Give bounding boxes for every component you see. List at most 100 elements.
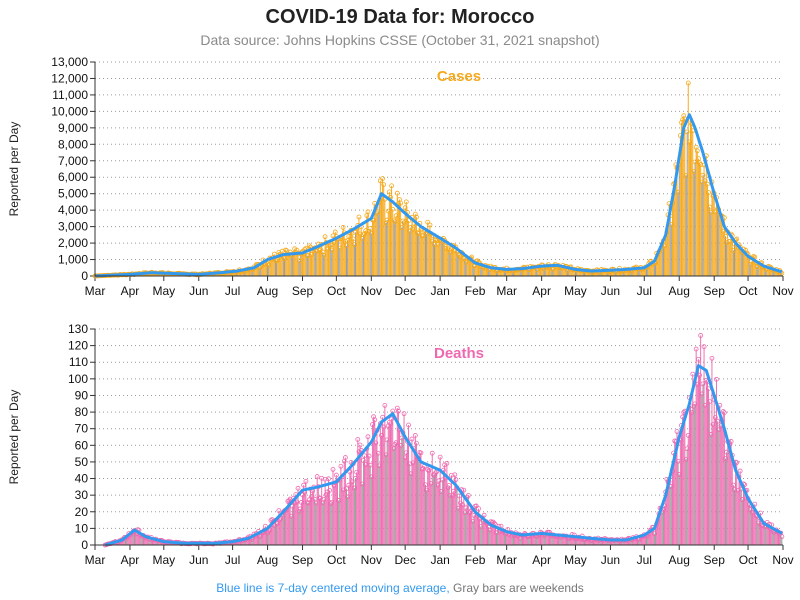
daily-point — [276, 508, 282, 513]
daily-point — [362, 231, 367, 236]
daily-bar — [759, 512, 761, 545]
daily-bar — [521, 535, 523, 545]
daily-bar — [631, 539, 633, 545]
daily-bar — [315, 250, 317, 276]
daily-point — [700, 172, 706, 178]
daily-bar — [501, 269, 503, 276]
daily-bar — [579, 537, 581, 545]
daily-bar — [490, 521, 492, 545]
daily-bar — [520, 270, 522, 276]
daily-point — [306, 243, 312, 249]
daily-bar — [532, 266, 534, 276]
daily-bar — [403, 413, 405, 545]
daily-bar — [395, 215, 397, 276]
daily-bar — [130, 534, 132, 545]
y-tick-label: 5,000 — [58, 187, 88, 201]
daily-bar — [699, 375, 701, 545]
chart-footer: Blue line is 7-day centered moving avera… — [216, 581, 584, 595]
daily-bar — [657, 520, 659, 545]
daily-bar — [331, 250, 333, 276]
daily-bar — [573, 535, 575, 545]
daily-point — [690, 371, 696, 377]
daily-point — [389, 183, 395, 189]
daily-bar — [396, 408, 398, 545]
daily-bar — [771, 268, 773, 276]
y-axis-label: Reported per Day — [7, 122, 21, 217]
daily-point — [363, 462, 369, 468]
daily-bar — [126, 537, 128, 545]
daily-bar — [412, 462, 414, 545]
daily-bar — [485, 268, 487, 276]
daily-bar — [705, 155, 707, 276]
daily-bar — [404, 457, 406, 545]
daily-point — [402, 455, 408, 461]
daily-bar — [512, 533, 514, 545]
daily-bar — [441, 479, 443, 545]
daily-bar — [122, 539, 124, 545]
daily-bar — [376, 430, 378, 545]
daily-bar — [497, 529, 499, 545]
daily-bar — [395, 442, 397, 545]
daily-bar — [541, 264, 543, 276]
daily-point — [336, 498, 342, 503]
daily-bar — [456, 487, 458, 545]
daily-point — [456, 493, 462, 499]
daily-bar — [376, 213, 378, 276]
daily-bar — [402, 220, 404, 276]
daily-bar — [775, 529, 777, 545]
daily-point — [266, 262, 272, 268]
daily-bar — [681, 122, 682, 276]
daily-bar — [688, 397, 690, 545]
daily-point — [739, 497, 745, 502]
daily-bar — [732, 250, 734, 276]
daily-bar — [152, 539, 154, 545]
daily-bar — [358, 451, 360, 545]
daily-bar — [538, 535, 540, 545]
daily-bar — [417, 232, 419, 276]
daily-bar — [500, 270, 502, 276]
daily-bar — [643, 268, 645, 276]
daily-point — [446, 483, 452, 488]
daily-bar — [493, 523, 495, 545]
daily-bar — [745, 490, 747, 545]
daily-bar — [665, 238, 667, 276]
daily-bar — [710, 434, 712, 545]
daily-point — [337, 245, 343, 251]
daily-bar — [318, 498, 320, 545]
daily-point — [685, 80, 691, 86]
daily-bar — [348, 485, 350, 545]
daily-bar — [353, 488, 355, 545]
daily-point — [365, 209, 371, 215]
daily-point — [401, 411, 407, 417]
daily-point — [275, 520, 281, 526]
daily-bar — [212, 274, 214, 276]
daily-bar — [655, 528, 657, 545]
daily-bar — [447, 248, 449, 276]
daily-bar — [690, 405, 691, 545]
daily-bar — [338, 500, 340, 545]
daily-bar — [339, 479, 341, 545]
daily-point — [389, 416, 395, 422]
daily-point — [385, 208, 391, 214]
daily-bar — [765, 526, 767, 545]
daily-bar — [386, 220, 388, 276]
daily-bar — [669, 215, 671, 276]
daily-point — [313, 500, 319, 506]
daily-bar — [335, 475, 337, 545]
daily-bar — [294, 502, 296, 545]
daily-point — [449, 472, 454, 478]
daily-bar — [350, 230, 352, 276]
daily-point — [435, 482, 441, 488]
daily-bar — [726, 242, 728, 276]
y-tick-label: 70 — [75, 422, 89, 436]
y-tick-label: 60 — [75, 438, 89, 452]
daily-bar — [357, 439, 359, 545]
daily-bar — [767, 266, 769, 276]
daily-bar — [472, 261, 474, 276]
daily-bar — [386, 439, 388, 545]
daily-bar — [289, 252, 291, 276]
y-tick-label: 4,000 — [58, 203, 88, 217]
daily-point — [462, 510, 468, 516]
daily-bar — [694, 403, 696, 545]
